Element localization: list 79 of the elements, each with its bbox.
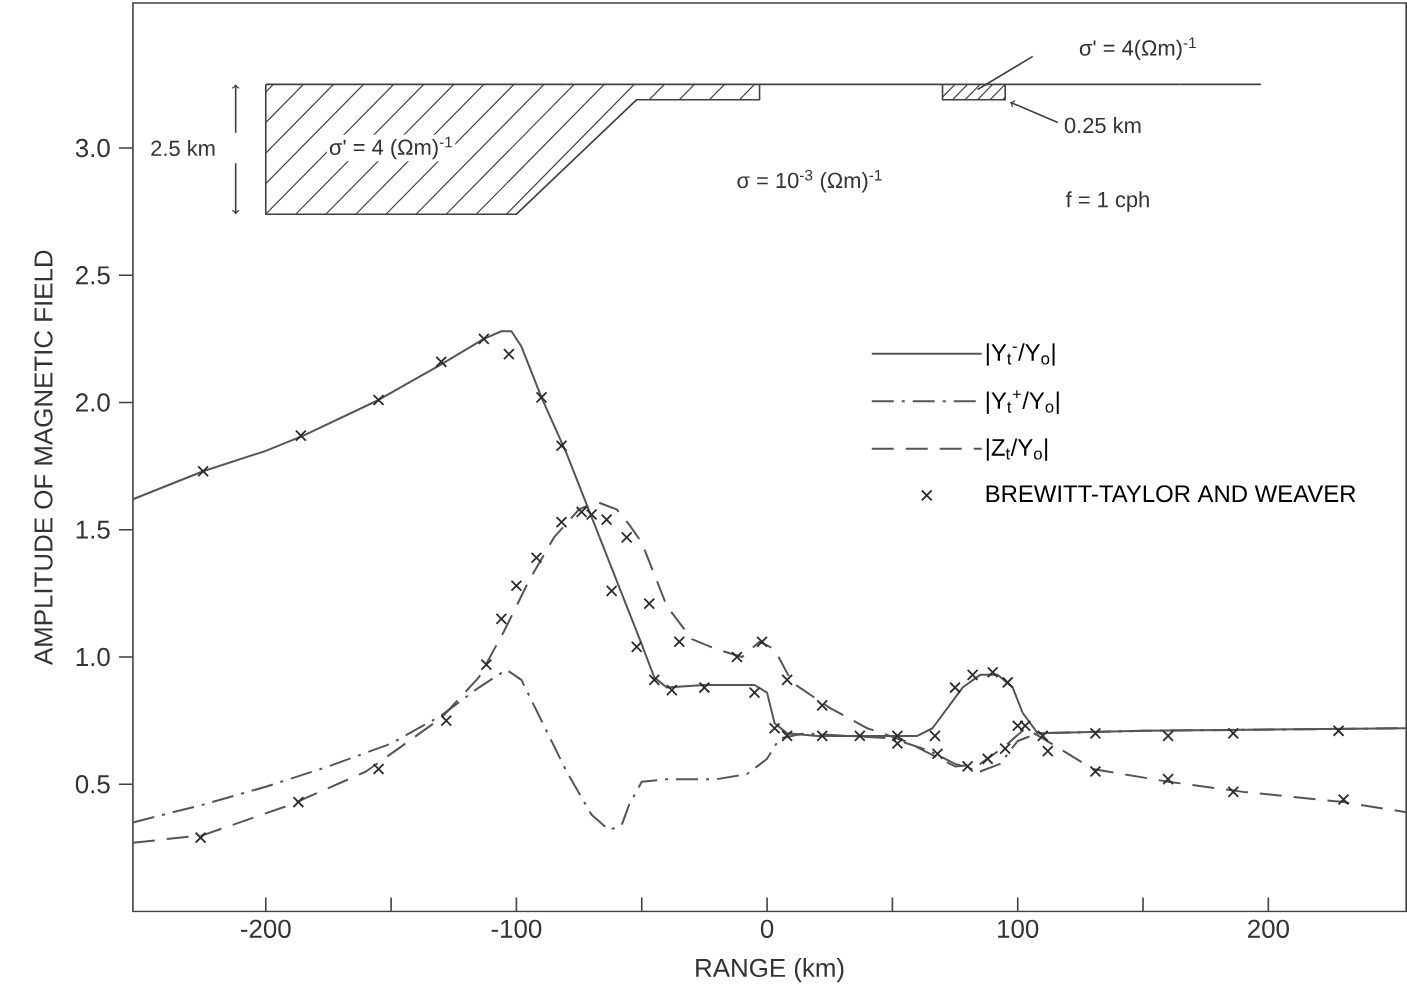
y-tick-label: 3.0 <box>75 138 110 157</box>
point <box>555 516 568 528</box>
point <box>643 597 656 610</box>
point <box>1337 793 1350 806</box>
point <box>535 391 548 404</box>
point <box>372 393 385 406</box>
point <box>966 668 979 681</box>
point <box>756 635 768 648</box>
point <box>480 658 493 671</box>
point <box>949 681 961 694</box>
x-axis-title: RANGE (km) <box>696 957 844 983</box>
point <box>510 579 523 592</box>
point <box>295 429 307 442</box>
point <box>731 650 743 663</box>
point <box>620 531 633 544</box>
point <box>748 686 761 699</box>
annotation: 0.25 km <box>1064 116 1141 133</box>
point <box>768 722 781 734</box>
annotation: σ' = 4 (Ωm)$^{-1}$ <box>329 136 452 160</box>
x-tick-label: 200 <box>1248 919 1289 938</box>
point <box>1089 727 1102 739</box>
point <box>986 666 999 678</box>
point <box>530 551 543 564</box>
point <box>929 729 941 742</box>
point <box>816 729 829 742</box>
point <box>495 612 508 625</box>
point <box>440 714 453 727</box>
annotation: σ = 10$^{-3}$ (Ωm)$^{-1}$ <box>737 169 882 193</box>
y-axis-title: AMPLITUDE OF MAGNETIC FIELD <box>34 250 53 665</box>
point <box>1332 724 1345 737</box>
point <box>665 684 678 696</box>
point <box>1162 773 1174 785</box>
point <box>477 332 490 345</box>
legend-label: |Y$_{t}$$^{-}$/Y$_{o}$| <box>986 343 1055 366</box>
point <box>605 584 618 597</box>
point <box>853 729 866 742</box>
x-tick-label: -200 <box>241 919 291 938</box>
point <box>673 635 686 648</box>
point <box>1089 765 1102 778</box>
point <box>931 747 944 760</box>
legend-label: |Y$_{t}$$^{+}$/Y$_{o}$| <box>986 389 1059 414</box>
y-tick-label: 2.5 <box>76 265 110 285</box>
point <box>1162 729 1174 742</box>
point <box>891 737 904 750</box>
point <box>1001 676 1014 689</box>
point <box>1227 727 1240 739</box>
point <box>1036 729 1049 742</box>
point <box>292 796 305 808</box>
annotation: σ' = 4(Ωm)$^{-1}$ <box>1079 37 1196 60</box>
y-tick-label: 1.0 <box>76 647 110 666</box>
point <box>555 439 568 452</box>
point <box>891 729 904 742</box>
point <box>698 681 711 694</box>
y-tick-label: 0.5 <box>75 774 110 794</box>
point <box>781 673 793 686</box>
point <box>197 465 209 477</box>
y-tick-label: 2.0 <box>76 393 110 412</box>
point <box>1041 745 1054 757</box>
point <box>600 513 613 526</box>
point <box>781 729 793 742</box>
x-tick-label: 100 <box>998 919 1039 938</box>
point <box>194 831 207 844</box>
point <box>1227 785 1240 798</box>
legend-label: BREWITT-TAYLOR AND WEAVER <box>986 485 1356 502</box>
point <box>503 348 515 360</box>
annotation: 2.5 km <box>151 139 215 156</box>
y-tick-label: 1.5 <box>76 520 110 539</box>
x-tick-label: -100 <box>491 919 542 938</box>
point <box>630 640 643 653</box>
point <box>372 762 385 775</box>
point <box>648 673 661 686</box>
x-tick-label: 0 <box>760 919 774 938</box>
point <box>961 760 974 773</box>
legend-label: |Z$_{t}$/Y$_{o}$| <box>986 438 1048 461</box>
point <box>981 752 994 765</box>
point <box>999 742 1012 755</box>
annotation: f = 1 cph <box>1065 191 1149 212</box>
point <box>816 699 829 711</box>
point <box>435 355 448 368</box>
